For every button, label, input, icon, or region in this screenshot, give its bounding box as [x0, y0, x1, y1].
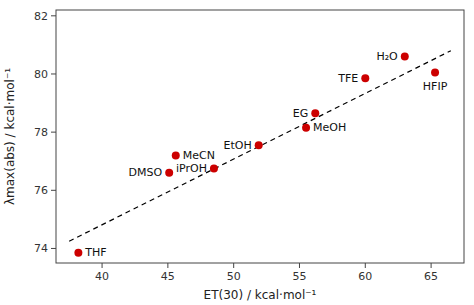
point-label: MeOH — [313, 121, 346, 134]
x-tick-label: 65 — [424, 270, 438, 283]
x-tick — [365, 263, 366, 268]
scatter-point — [401, 53, 409, 61]
point-label: THF — [84, 246, 106, 259]
x-tick-label: 45 — [161, 270, 175, 283]
scatter-point — [74, 249, 82, 257]
scatter-point — [165, 169, 173, 177]
x-tick-label: 55 — [292, 270, 306, 283]
scatter-point — [255, 141, 263, 149]
point-label: HFIP — [423, 80, 448, 93]
y-tick-label: 78 — [34, 126, 48, 139]
x-tick — [102, 263, 103, 268]
y-tick — [51, 132, 56, 133]
y-tick-label: 82 — [34, 10, 48, 23]
plot-frame — [56, 10, 464, 263]
point-label: iPrOH — [176, 162, 207, 175]
scatter-point — [210, 164, 218, 172]
x-tick — [299, 263, 300, 268]
x-tick-label: 40 — [95, 270, 109, 283]
y-tick-label: 74 — [34, 242, 48, 255]
scatter-point — [431, 69, 439, 77]
scatter-point — [361, 74, 369, 82]
scatter-point — [302, 124, 310, 132]
x-axis-label: ET(30) / kcal·mol⁻¹ — [204, 288, 317, 302]
y-axis-label: λmax(abs) / kcal·mol⁻¹ — [3, 68, 17, 205]
trendline — [69, 51, 451, 241]
point-label: MeCN — [183, 149, 215, 162]
y-tick-label: 76 — [34, 184, 48, 197]
plot-area — [69, 51, 451, 257]
scatter-point — [172, 151, 180, 159]
y-tick — [51, 73, 56, 74]
scatter-point — [311, 109, 319, 117]
x-tick-label: 60 — [358, 270, 372, 283]
point-label: DMSO — [129, 166, 163, 179]
x-tick — [167, 263, 168, 268]
point-label: EG — [293, 107, 308, 120]
x-tick — [431, 263, 432, 268]
x-tick — [233, 263, 234, 268]
point-label: H₂O — [376, 50, 398, 63]
x-tick-label: 50 — [227, 270, 241, 283]
y-tick — [51, 15, 56, 16]
chart: 40 45 50 55 60 65 74 76 78 80 82 ET(30) / kcal·mol⁻… — [0, 0, 474, 305]
y-tick — [51, 248, 56, 249]
y-tick-label: 80 — [34, 68, 48, 81]
point-label: TFE — [337, 72, 358, 85]
point-label: EtOH — [223, 139, 251, 152]
y-tick — [51, 190, 56, 191]
